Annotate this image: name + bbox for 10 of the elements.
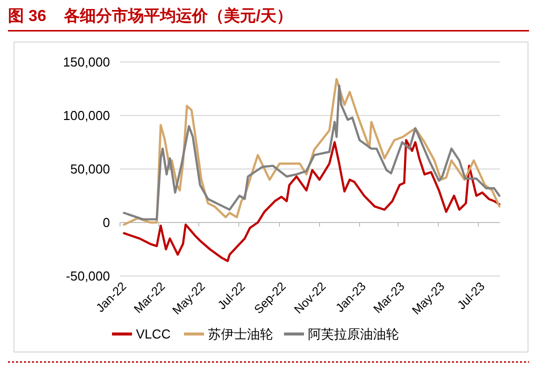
line-series [122, 139, 500, 262]
legend-label: 苏伊士油轮 [208, 326, 273, 342]
y-tick-label: -50,000 [66, 268, 110, 284]
legend-label: VLCC [136, 326, 171, 342]
y-tick-label: 100,000 [63, 108, 110, 124]
chart-title: 图 36 各细分市场平均运价（美元/天） [8, 6, 292, 25]
y-tick-label: 150,000 [63, 54, 110, 70]
legend-label: 阿芙拉原油油轮 [308, 326, 399, 342]
y-tick-label: 0 [102, 215, 110, 230]
y-tick-label: 50,000 [70, 162, 110, 177]
